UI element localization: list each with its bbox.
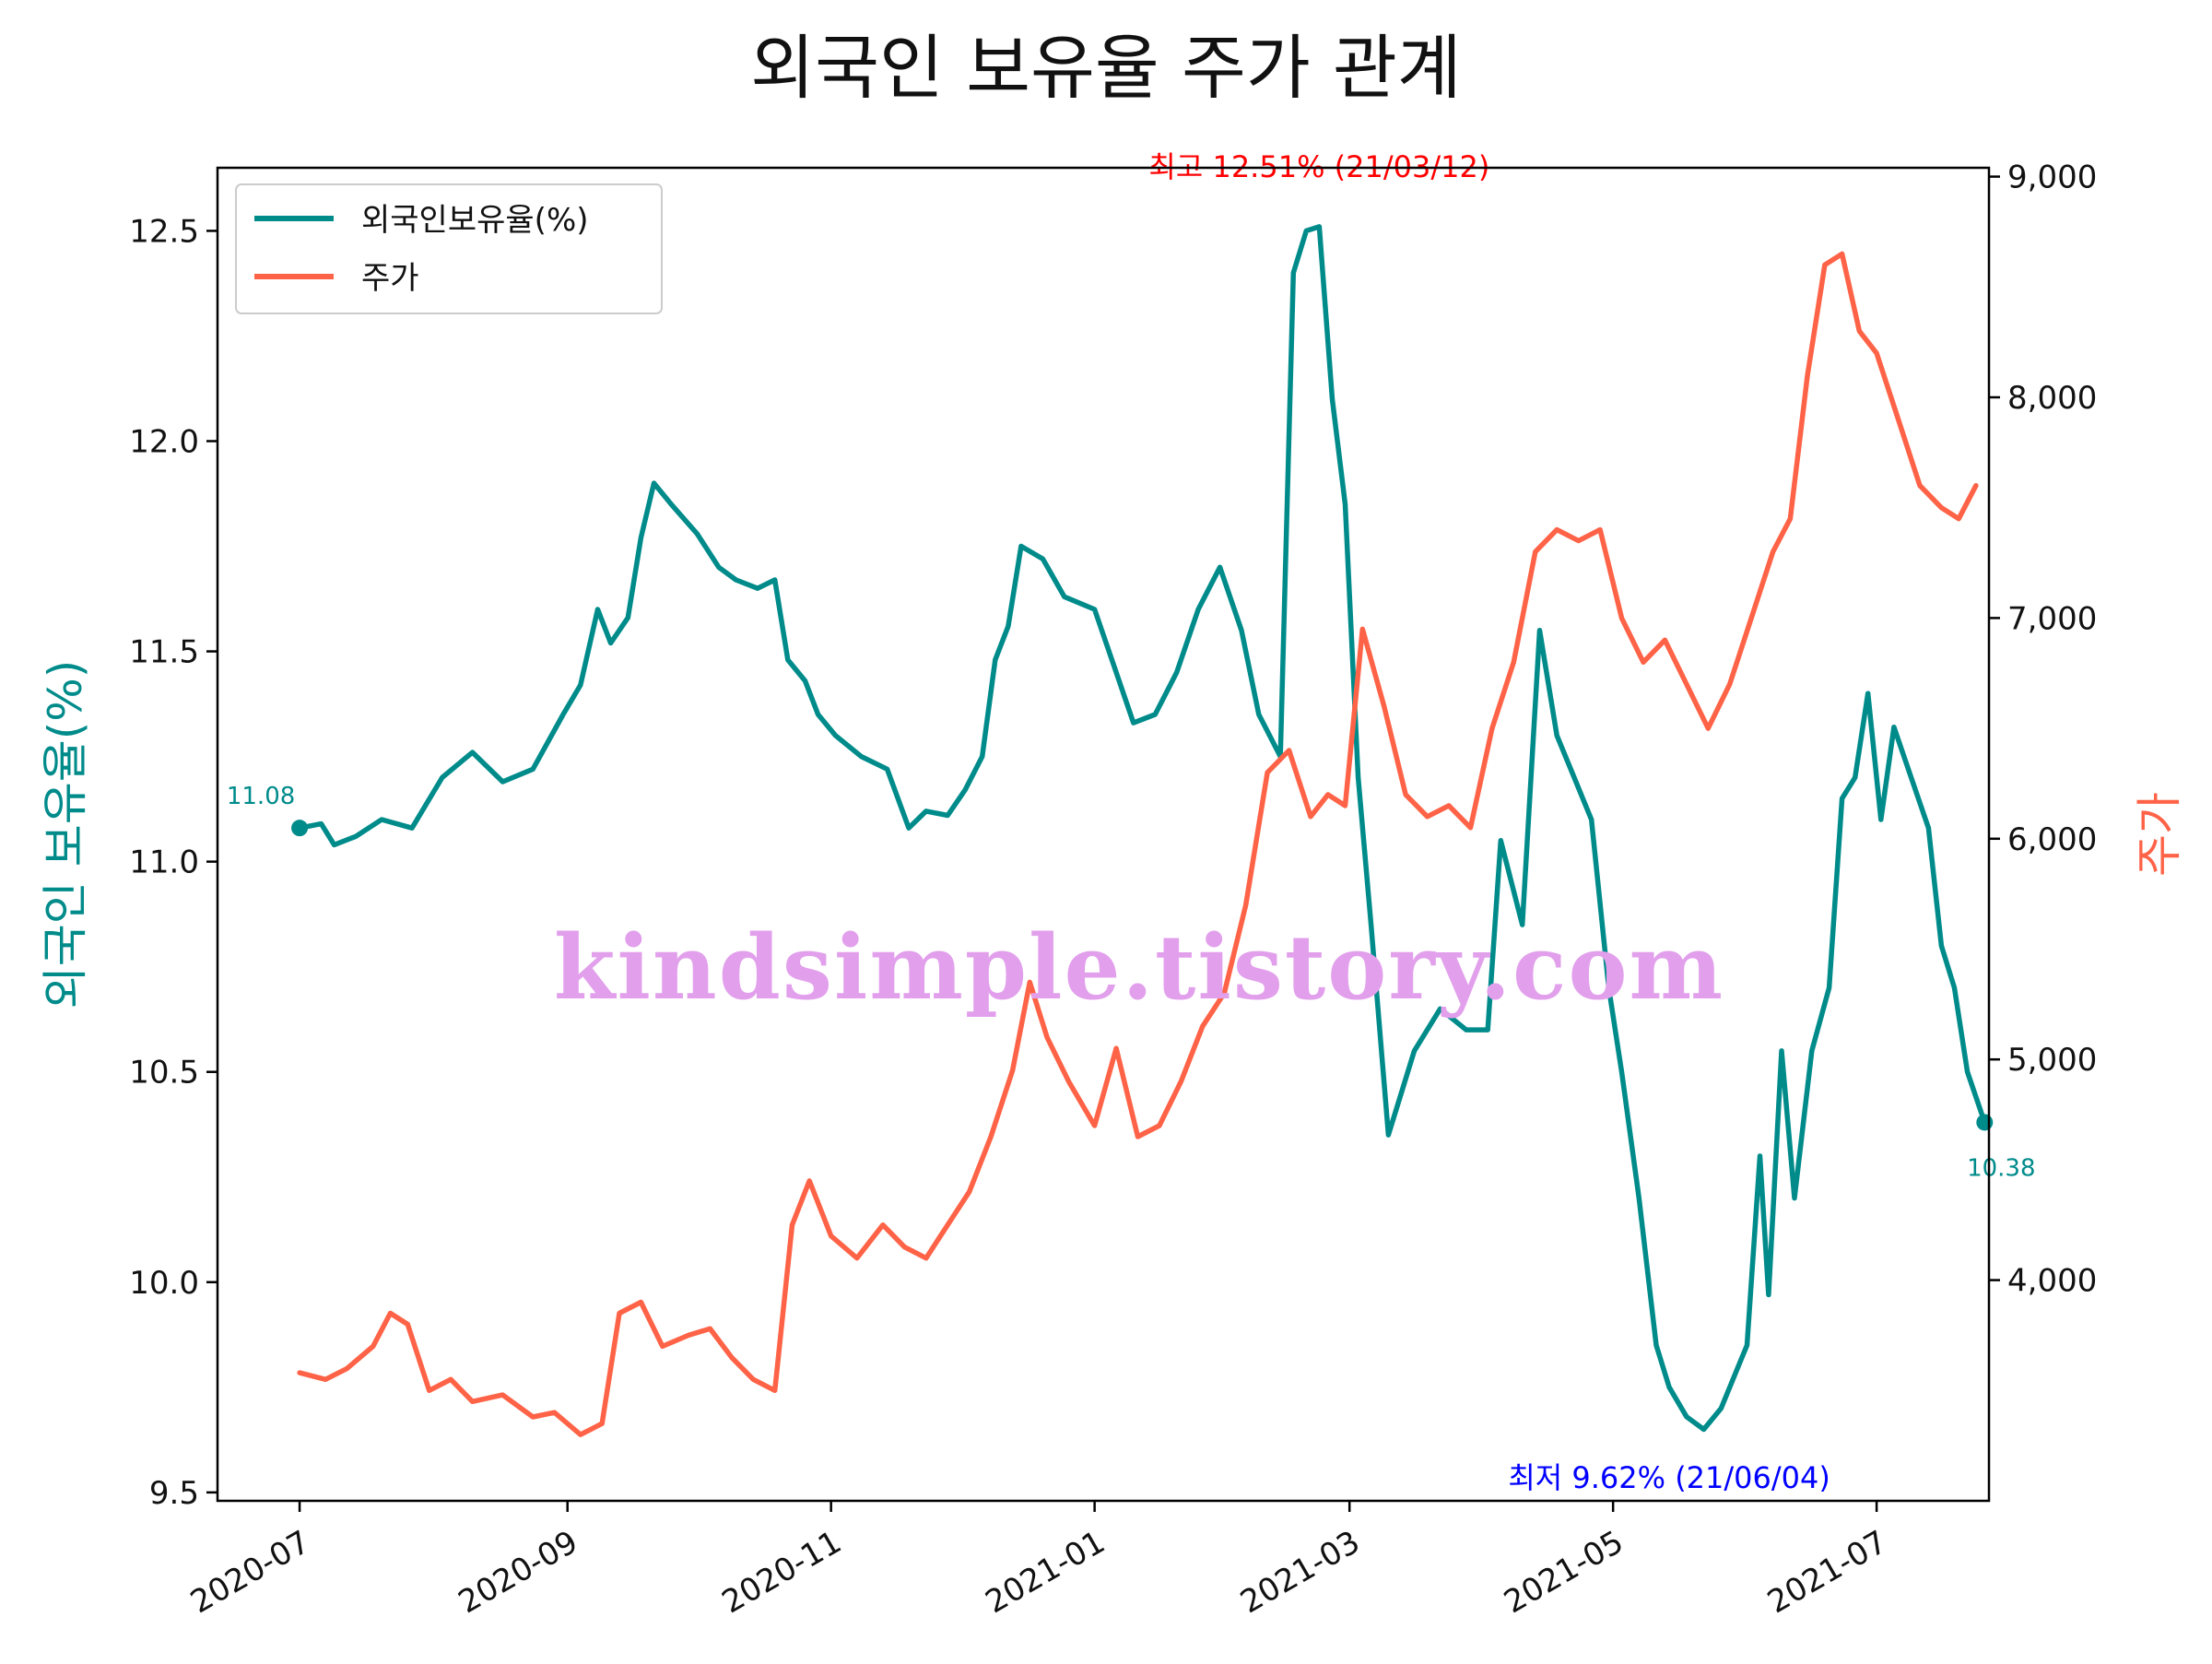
series-layer [297,224,1988,1437]
y-axis-left-label: 외국인 보유율(%) [39,660,92,1009]
watermark-text: kindsimple.tistory.com [554,915,1724,1020]
y-right-tick-label: 8,000 [2007,380,2097,417]
series-line-price [297,251,1979,1437]
y-right-tick-label: 6,000 [2007,821,2097,858]
y-axis-right: 4,000 5,000 6,000 7,000 8,000 9,000 [1989,159,2097,1300]
y-left-tick-label: 12.5 [129,213,199,250]
y-right-tick-label: 9,000 [2007,159,2097,196]
y-axis-left: 9.5 10.0 10.5 11.0 11.5 12.0 12.5 [129,213,218,1512]
y-right-tick-label: 7,000 [2007,600,2097,637]
legend: 외국인보유율(%) 주가 [235,183,663,314]
y-left-tick-label: 10.5 [129,1055,199,1092]
start-value-label: 11.08 [227,783,295,810]
end-point-marker [1976,1114,1994,1131]
y-left-tick-label: 10.0 [129,1265,199,1302]
start-point-marker [291,820,309,837]
legend-label-price: 주가 [361,260,419,297]
y-left-tick-label: 9.5 [149,1475,199,1512]
y-axis-right-label: 주가 [2133,792,2186,877]
y-left-tick-label: 11.0 [129,844,199,881]
series-line-foreign [297,224,1988,1433]
end-value-label: 10.38 [1967,1154,2035,1182]
plot-frame [216,166,1991,1503]
min-annotation: 최저 9.62% (21/06/04) [1508,1460,1830,1495]
y-left-tick-label: 11.5 [129,634,199,671]
y-right-tick-label: 5,000 [2007,1042,2097,1079]
y-left-tick-label: 12.0 [129,423,199,460]
chart-title: 외국인 보유율 주가 관계 [750,27,1462,109]
y-right-tick-label: 4,000 [2007,1263,2097,1300]
legend-box [235,183,663,314]
legend-label-foreign: 외국인보유율(%) [361,202,589,239]
